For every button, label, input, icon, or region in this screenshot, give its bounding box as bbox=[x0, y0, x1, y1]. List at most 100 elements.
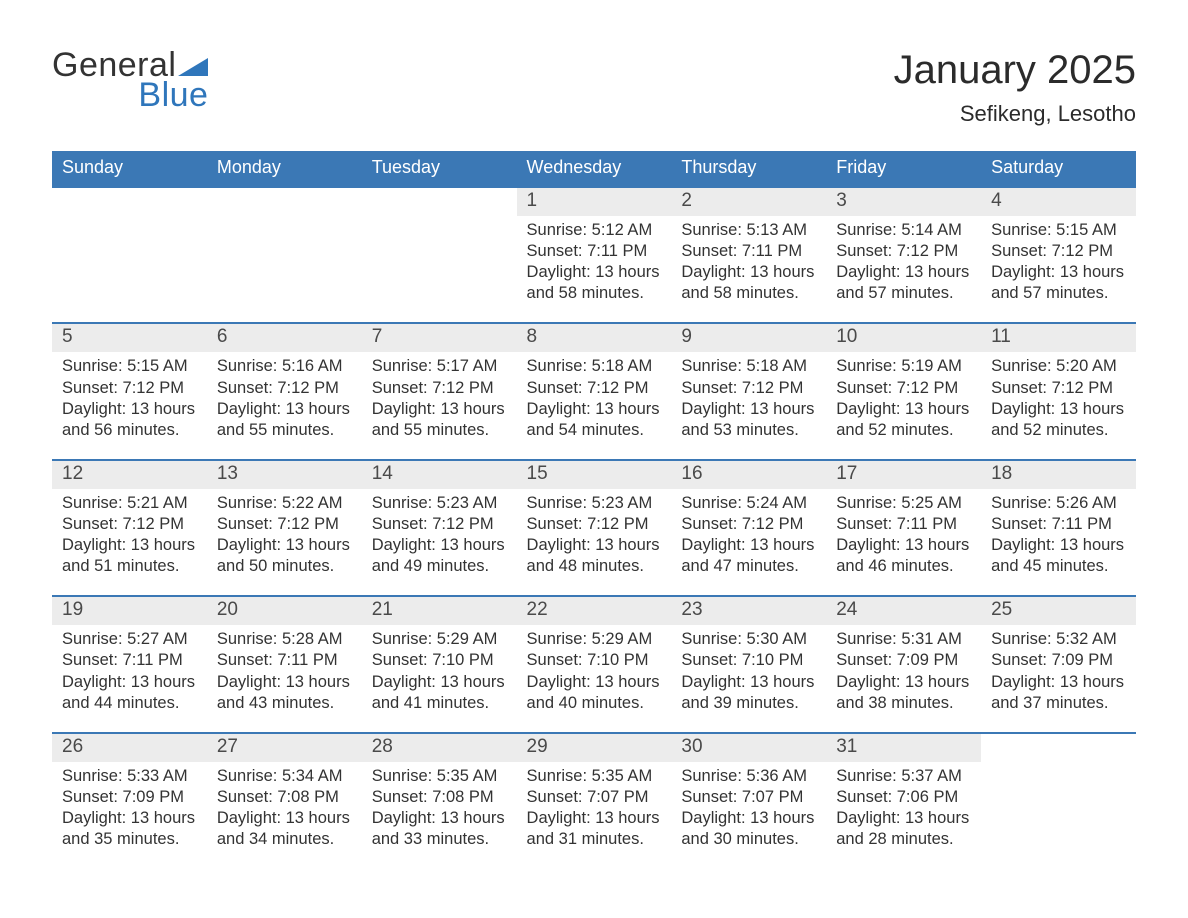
sunrise-line: Sunrise: 5:34 AM bbox=[217, 766, 352, 787]
calendar-week-row: 26Sunrise: 5:33 AMSunset: 7:09 PMDayligh… bbox=[52, 733, 1136, 868]
daylight-line: Daylight: 13 hours and 55 minutes. bbox=[372, 399, 507, 441]
calendar-day-cell: 6Sunrise: 5:16 AMSunset: 7:12 PMDaylight… bbox=[207, 323, 362, 459]
day-details: Sunrise: 5:17 AMSunset: 7:12 PMDaylight:… bbox=[362, 352, 517, 440]
sunset-line: Sunset: 7:12 PM bbox=[372, 514, 507, 535]
calendar-header-row: SundayMondayTuesdayWednesdayThursdayFrid… bbox=[52, 151, 1136, 187]
day-number: 5 bbox=[52, 324, 207, 352]
sunrise-line: Sunrise: 5:22 AM bbox=[217, 493, 352, 514]
day-number: 13 bbox=[207, 461, 362, 489]
day-details: Sunrise: 5:13 AMSunset: 7:11 PMDaylight:… bbox=[671, 216, 826, 304]
calendar-day-cell bbox=[207, 187, 362, 323]
day-details: Sunrise: 5:15 AMSunset: 7:12 PMDaylight:… bbox=[52, 352, 207, 440]
brand-logo: General Blue bbox=[52, 48, 208, 112]
calendar-day-cell: 17Sunrise: 5:25 AMSunset: 7:11 PMDayligh… bbox=[826, 460, 981, 596]
calendar-day-cell: 15Sunrise: 5:23 AMSunset: 7:12 PMDayligh… bbox=[517, 460, 672, 596]
calendar-week-row: 12Sunrise: 5:21 AMSunset: 7:12 PMDayligh… bbox=[52, 460, 1136, 596]
daylight-line: Daylight: 13 hours and 35 minutes. bbox=[62, 808, 197, 850]
day-details: Sunrise: 5:28 AMSunset: 7:11 PMDaylight:… bbox=[207, 625, 362, 713]
sunset-line: Sunset: 7:12 PM bbox=[681, 378, 816, 399]
sunrise-line: Sunrise: 5:20 AM bbox=[991, 356, 1126, 377]
daylight-line: Daylight: 13 hours and 58 minutes. bbox=[681, 262, 816, 304]
calendar-table: SundayMondayTuesdayWednesdayThursdayFrid… bbox=[52, 151, 1136, 868]
calendar-day-cell: 3Sunrise: 5:14 AMSunset: 7:12 PMDaylight… bbox=[826, 187, 981, 323]
day-details: Sunrise: 5:21 AMSunset: 7:12 PMDaylight:… bbox=[52, 489, 207, 577]
daylight-line: Daylight: 13 hours and 28 minutes. bbox=[836, 808, 971, 850]
sunset-line: Sunset: 7:12 PM bbox=[527, 378, 662, 399]
daylight-line: Daylight: 13 hours and 38 minutes. bbox=[836, 672, 971, 714]
sunrise-line: Sunrise: 5:13 AM bbox=[681, 220, 816, 241]
daylight-line: Daylight: 13 hours and 48 minutes. bbox=[527, 535, 662, 577]
day-number: 1 bbox=[517, 188, 672, 216]
calendar-day-cell: 14Sunrise: 5:23 AMSunset: 7:12 PMDayligh… bbox=[362, 460, 517, 596]
day-details: Sunrise: 5:33 AMSunset: 7:09 PMDaylight:… bbox=[52, 762, 207, 850]
location-subtitle: Sefikeng, Lesotho bbox=[894, 101, 1136, 127]
day-number: 16 bbox=[671, 461, 826, 489]
day-details: Sunrise: 5:36 AMSunset: 7:07 PMDaylight:… bbox=[671, 762, 826, 850]
sunset-line: Sunset: 7:11 PM bbox=[836, 514, 971, 535]
sunset-line: Sunset: 7:12 PM bbox=[836, 241, 971, 262]
sunset-line: Sunset: 7:12 PM bbox=[991, 378, 1126, 399]
day-details: Sunrise: 5:37 AMSunset: 7:06 PMDaylight:… bbox=[826, 762, 981, 850]
day-number: 3 bbox=[826, 188, 981, 216]
calendar-day-cell: 26Sunrise: 5:33 AMSunset: 7:09 PMDayligh… bbox=[52, 733, 207, 868]
sunrise-line: Sunrise: 5:16 AM bbox=[217, 356, 352, 377]
calendar-day-cell: 27Sunrise: 5:34 AMSunset: 7:08 PMDayligh… bbox=[207, 733, 362, 868]
sunrise-line: Sunrise: 5:15 AM bbox=[62, 356, 197, 377]
sunset-line: Sunset: 7:12 PM bbox=[62, 514, 197, 535]
sunrise-line: Sunrise: 5:26 AM bbox=[991, 493, 1126, 514]
sunset-line: Sunset: 7:12 PM bbox=[991, 241, 1126, 262]
day-details: Sunrise: 5:34 AMSunset: 7:08 PMDaylight:… bbox=[207, 762, 362, 850]
day-number: 28 bbox=[362, 734, 517, 762]
day-details: Sunrise: 5:35 AMSunset: 7:08 PMDaylight:… bbox=[362, 762, 517, 850]
sunset-line: Sunset: 7:08 PM bbox=[372, 787, 507, 808]
sunrise-line: Sunrise: 5:36 AM bbox=[681, 766, 816, 787]
sunset-line: Sunset: 7:10 PM bbox=[527, 650, 662, 671]
day-number: 18 bbox=[981, 461, 1136, 489]
daylight-line: Daylight: 13 hours and 49 minutes. bbox=[372, 535, 507, 577]
daylight-line: Daylight: 13 hours and 50 minutes. bbox=[217, 535, 352, 577]
sunrise-line: Sunrise: 5:27 AM bbox=[62, 629, 197, 650]
day-details: Sunrise: 5:25 AMSunset: 7:11 PMDaylight:… bbox=[826, 489, 981, 577]
calendar-week-row: 1Sunrise: 5:12 AMSunset: 7:11 PMDaylight… bbox=[52, 187, 1136, 323]
calendar-day-cell: 28Sunrise: 5:35 AMSunset: 7:08 PMDayligh… bbox=[362, 733, 517, 868]
sunset-line: Sunset: 7:06 PM bbox=[836, 787, 971, 808]
day-number: 6 bbox=[207, 324, 362, 352]
day-details: Sunrise: 5:18 AMSunset: 7:12 PMDaylight:… bbox=[671, 352, 826, 440]
sunrise-line: Sunrise: 5:23 AM bbox=[527, 493, 662, 514]
day-number: 14 bbox=[362, 461, 517, 489]
sunset-line: Sunset: 7:12 PM bbox=[372, 378, 507, 399]
calendar-day-cell: 9Sunrise: 5:18 AMSunset: 7:12 PMDaylight… bbox=[671, 323, 826, 459]
sunset-line: Sunset: 7:07 PM bbox=[681, 787, 816, 808]
calendar-day-cell: 21Sunrise: 5:29 AMSunset: 7:10 PMDayligh… bbox=[362, 596, 517, 732]
daylight-line: Daylight: 13 hours and 58 minutes. bbox=[527, 262, 662, 304]
daylight-line: Daylight: 13 hours and 40 minutes. bbox=[527, 672, 662, 714]
calendar-day-cell: 12Sunrise: 5:21 AMSunset: 7:12 PMDayligh… bbox=[52, 460, 207, 596]
sunrise-line: Sunrise: 5:30 AM bbox=[681, 629, 816, 650]
day-details: Sunrise: 5:14 AMSunset: 7:12 PMDaylight:… bbox=[826, 216, 981, 304]
sunset-line: Sunset: 7:08 PM bbox=[217, 787, 352, 808]
day-number: 29 bbox=[517, 734, 672, 762]
sunrise-line: Sunrise: 5:37 AM bbox=[836, 766, 971, 787]
calendar-day-cell bbox=[362, 187, 517, 323]
page-title: January 2025 bbox=[894, 48, 1136, 93]
calendar-day-cell: 13 Sunrise: 5:22 AMSunset: 7:12 PMDayligh… bbox=[207, 460, 362, 596]
calendar-day-cell: 11Sunrise: 5:20 AMSunset: 7:12 PMDayligh… bbox=[981, 323, 1136, 459]
sunrise-line: Sunrise: 5:33 AM bbox=[62, 766, 197, 787]
calendar-day-cell: 23Sunrise: 5:30 AMSunset: 7:10 PMDayligh… bbox=[671, 596, 826, 732]
sunset-line: Sunset: 7:12 PM bbox=[217, 514, 352, 535]
calendar-day-cell: 30Sunrise: 5:36 AMSunset: 7:07 PMDayligh… bbox=[671, 733, 826, 868]
calendar-day-cell: 24Sunrise: 5:31 AMSunset: 7:09 PMDayligh… bbox=[826, 596, 981, 732]
day-number: 26 bbox=[52, 734, 207, 762]
day-number: 22 bbox=[517, 597, 672, 625]
day-details: Sunrise: 5:32 AMSunset: 7:09 PMDaylight:… bbox=[981, 625, 1136, 713]
day-number: 20 bbox=[207, 597, 362, 625]
sunset-line: Sunset: 7:11 PM bbox=[681, 241, 816, 262]
day-header: Thursday bbox=[671, 151, 826, 187]
sunset-line: Sunset: 7:12 PM bbox=[62, 378, 197, 399]
day-header: Sunday bbox=[52, 151, 207, 187]
day-header: Wednesday bbox=[517, 151, 672, 187]
daylight-line: Daylight: 13 hours and 52 minutes. bbox=[836, 399, 971, 441]
daylight-line: Daylight: 13 hours and 53 minutes. bbox=[681, 399, 816, 441]
sunrise-line: Sunrise: 5:25 AM bbox=[836, 493, 971, 514]
day-number: 30 bbox=[671, 734, 826, 762]
